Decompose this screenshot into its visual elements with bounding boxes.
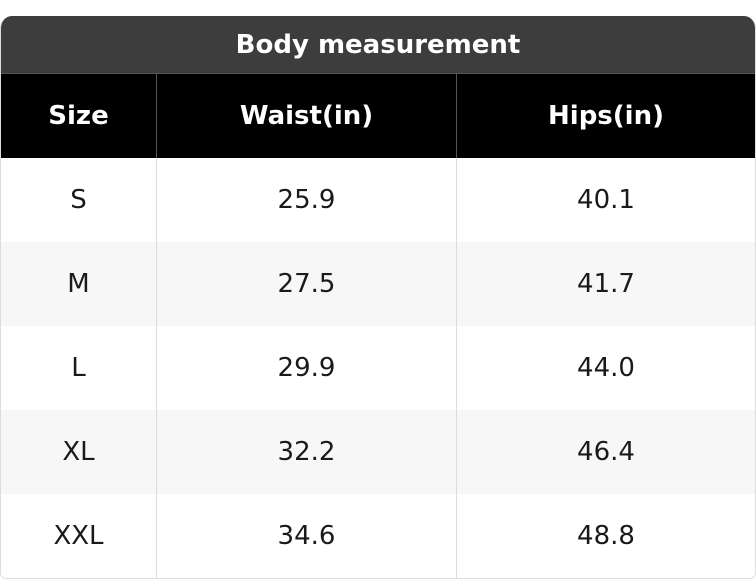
- table-cell: 41.7: [456, 242, 755, 326]
- table-cell: 29.9: [156, 326, 456, 410]
- table-cell: 32.2: [156, 410, 456, 494]
- table-cell: 27.5: [156, 242, 456, 326]
- table-cell: L: [71, 353, 86, 383]
- header-cell: Waist(in): [156, 74, 456, 158]
- table-cell: S: [70, 185, 87, 215]
- table-row: S 25.9 40.1: [1, 158, 755, 242]
- table-cell: 25.9: [156, 158, 456, 242]
- table-cell: 40.1: [456, 158, 755, 242]
- header-cell: Size: [48, 101, 109, 131]
- table-cell: 48.8: [456, 494, 755, 578]
- table-row: XL 32.2 46.4: [1, 410, 755, 494]
- size-table: Body measurement Size Waist(in) Hips(in) S 2…: [0, 16, 756, 579]
- table-cell: M: [67, 269, 90, 299]
- table-cell: 34.6: [156, 494, 456, 578]
- table-cell: 46.4: [456, 410, 755, 494]
- table-cell: 44.0: [456, 326, 755, 410]
- table-cell: XL: [62, 437, 95, 467]
- table-row: L 29.9 44.0: [1, 326, 755, 410]
- table-row: M 27.5 41.7: [1, 242, 755, 326]
- table-title: Body measurement: [1, 16, 755, 73]
- table-cell: XXL: [53, 521, 104, 551]
- header-row: Size Waist(in) Hips(in): [1, 73, 755, 158]
- table-row: XXL 34.6 48.8: [1, 494, 755, 578]
- header-cell: Hips(in): [456, 74, 755, 158]
